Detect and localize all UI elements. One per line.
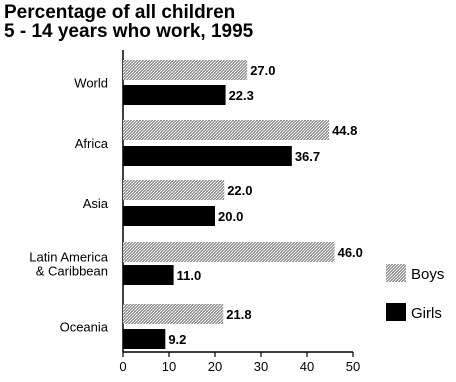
- chart-title: Percentage of all children 5 - 14 years …: [4, 3, 404, 41]
- legend-label-boys: Boys: [411, 266, 444, 283]
- value-label-girls: 9.2: [168, 332, 186, 347]
- value-label-girls: 22.3: [229, 88, 254, 103]
- value-label-boys: 46.0: [338, 245, 363, 260]
- legend-label-girls: Girls: [411, 305, 442, 322]
- chart-title-line-2: 5 - 14 years who work, 1995: [4, 21, 254, 42]
- x-tick-label: 0: [119, 359, 126, 374]
- value-label-girls: 20.0: [218, 209, 243, 224]
- category-label: World: [74, 76, 108, 91]
- value-label-girls: 36.7: [295, 149, 320, 164]
- legend-swatch-girls: [386, 303, 406, 321]
- x-tick-label: 30: [254, 359, 268, 374]
- category-label: & Caribbean: [36, 264, 108, 279]
- value-label-girls: 11.0: [177, 268, 202, 283]
- bar-girls: [123, 85, 226, 105]
- bar-boys: [123, 304, 224, 324]
- bar-girls: [123, 265, 174, 285]
- category-label: Africa: [75, 136, 109, 151]
- bar-boys: [123, 242, 335, 262]
- bar-girls: [123, 146, 292, 166]
- value-label-boys: 44.8: [332, 123, 357, 138]
- value-label-boys: 22.0: [227, 183, 252, 198]
- legend-swatch-boys: [386, 264, 406, 282]
- bar-boys: [123, 180, 225, 200]
- category-label: Latin America: [29, 250, 109, 265]
- bar-boys: [123, 120, 330, 140]
- x-tick-label: 40: [300, 359, 314, 374]
- bar-girls: [123, 206, 215, 226]
- chart-title-line-1: Percentage of all children: [4, 2, 236, 23]
- category-label: Oceania: [60, 320, 109, 335]
- category-label: Asia: [83, 196, 109, 211]
- value-label-boys: 21.8: [226, 307, 251, 322]
- bar-girls: [123, 329, 166, 349]
- x-tick-label: 20: [208, 359, 222, 374]
- value-label-boys: 27.0: [250, 63, 275, 78]
- bar-boys: [123, 60, 248, 80]
- x-tick-label: 10: [162, 359, 176, 374]
- x-tick-label: 50: [346, 359, 360, 374]
